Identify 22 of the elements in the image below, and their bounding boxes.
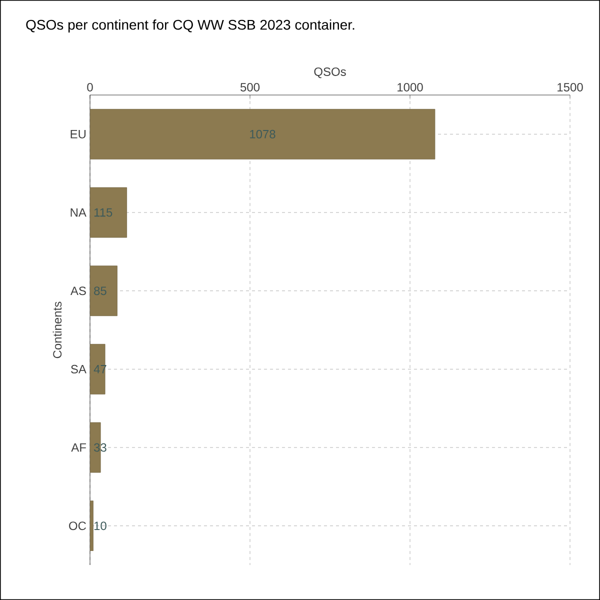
- x-axis-title: QSOs: [314, 67, 346, 78]
- y-tick-label: EU: [70, 130, 86, 138]
- bar: [90, 108, 436, 160]
- y-axis-title: Continents: [52, 302, 62, 358]
- y-tick-label: AS: [70, 286, 86, 296]
- data-label: 85: [94, 286, 106, 296]
- data-label: 115: [94, 208, 112, 217]
- bar: [90, 187, 127, 238]
- y-tick-label: SA: [71, 364, 86, 374]
- data-label: 1078: [250, 130, 276, 138]
- bar: [90, 266, 118, 316]
- bar: [90, 344, 106, 394]
- x-tick-label: 1500: [558, 82, 583, 92]
- chart-title: QSOs per continent for CQ WW SSB 2023 container.: [26, 19, 354, 33]
- data-label: 10: [94, 522, 106, 530]
- x-tick-label: 1000: [398, 82, 423, 92]
- y-tick-label: NA: [70, 208, 86, 217]
- x-tick-label: 500: [240, 82, 260, 92]
- y-tick-label: OC: [69, 522, 86, 530]
- x-tick-label: 0: [87, 82, 93, 92]
- y-tick-label: AF: [71, 443, 86, 452]
- bar: [90, 500, 94, 552]
